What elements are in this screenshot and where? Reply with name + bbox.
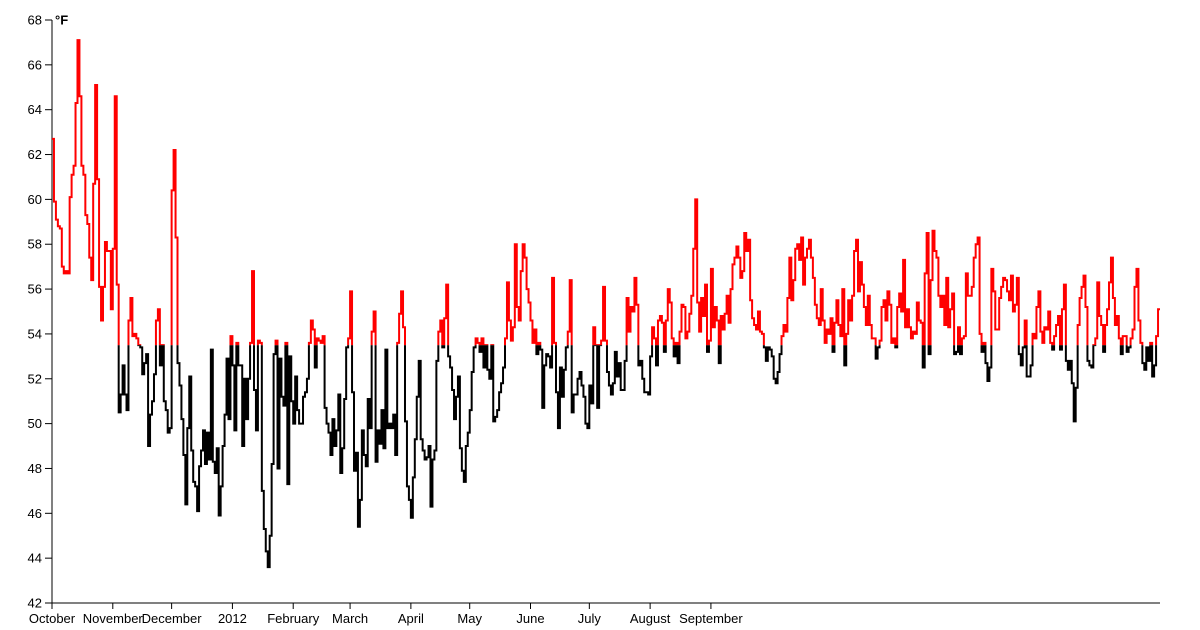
- y-axis: 42 44 46 48 50 52 54 56 58 60 62 64 66 68: [28, 13, 53, 611]
- x-tick-label: October: [29, 611, 76, 626]
- y-tick-label: 42: [28, 596, 42, 611]
- y-tick-label: 48: [28, 461, 42, 476]
- series-line-above-threshold: [52, 39, 1160, 346]
- x-tick-label: February: [267, 611, 320, 626]
- x-tick-label: 2012: [218, 611, 247, 626]
- y-tick-label: 44: [28, 551, 42, 566]
- x-tick-label: August: [630, 611, 671, 626]
- y-tick-label: 56: [28, 282, 42, 297]
- x-tick-label: September: [679, 611, 743, 626]
- series-line-below-threshold: [117, 345, 1158, 569]
- x-tick-label: December: [142, 611, 203, 626]
- y-tick-label: 46: [28, 506, 42, 521]
- y-tick-label: 68: [28, 13, 42, 28]
- series-layer: [52, 39, 1160, 569]
- y-tick-label: 66: [28, 57, 42, 72]
- y-tick-label: 50: [28, 416, 42, 431]
- x-tick-label: March: [332, 611, 368, 626]
- x-tick-label: June: [516, 611, 544, 626]
- y-tick-label: 58: [28, 237, 42, 252]
- unit-label: °F: [55, 13, 68, 28]
- y-tick-label: 54: [28, 326, 42, 341]
- y-tick-label: 62: [28, 147, 42, 162]
- x-tick-label: November: [83, 611, 144, 626]
- y-tick-label: 64: [28, 102, 42, 117]
- x-tick-label: July: [578, 611, 602, 626]
- y-tick-label: 60: [28, 192, 42, 207]
- y-tick-label: 52: [28, 371, 42, 386]
- x-tick-label: April: [398, 611, 424, 626]
- x-tick-label: May: [457, 611, 482, 626]
